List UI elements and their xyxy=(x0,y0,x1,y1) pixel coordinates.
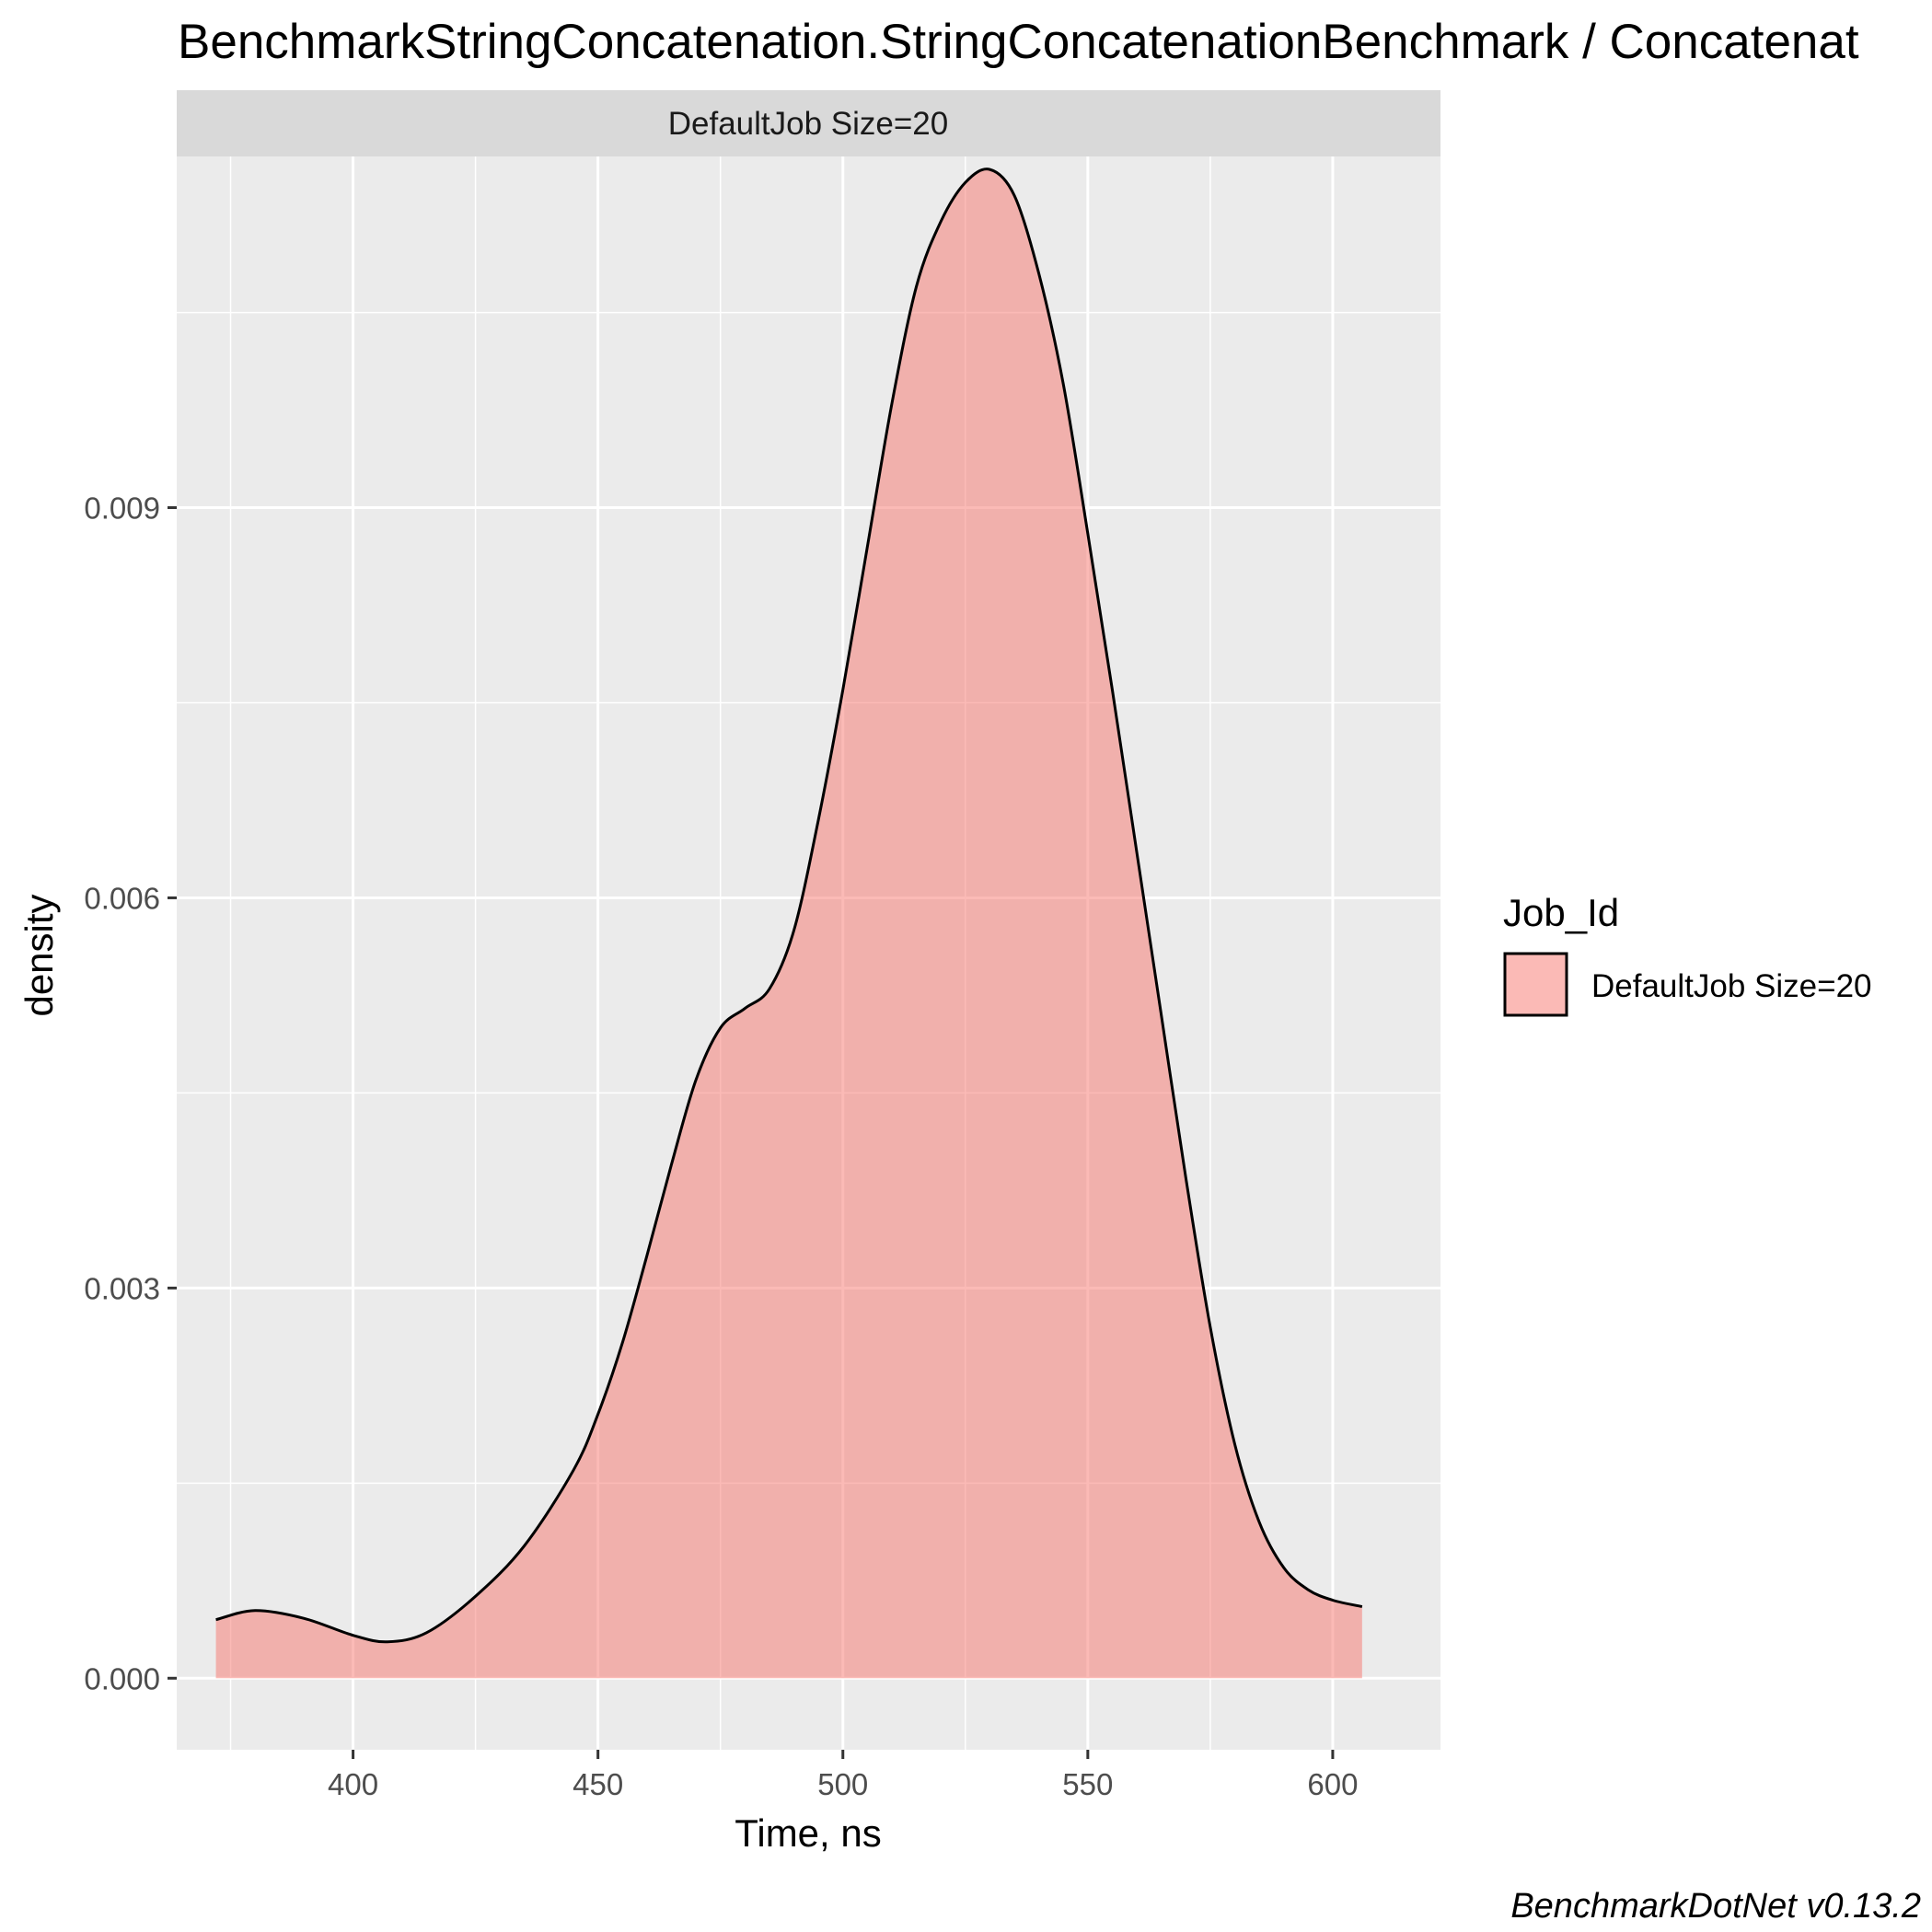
y-tick-label: 0.006 xyxy=(84,881,160,915)
x-axis-title: Time, ns xyxy=(735,1811,881,1855)
facet-strip xyxy=(177,90,1440,156)
legend-key-swatch xyxy=(1503,952,1568,1017)
y-axis: 0.000 0.003 0.006 0.009 xyxy=(84,492,177,1695)
x-axis: 400 450 500 550 600 xyxy=(328,1750,1358,1801)
density-area xyxy=(215,168,1362,1679)
x-tick-label: 500 xyxy=(817,1767,868,1801)
legend-title: Job_Id xyxy=(1503,891,1619,934)
legend: Job_Id DefaultJob Size=20 xyxy=(1503,891,1872,1017)
caption: BenchmarkDotNet v0.13.2 xyxy=(1510,1887,1921,1926)
x-tick-label: 450 xyxy=(573,1767,623,1801)
x-tick-label: 400 xyxy=(328,1767,378,1801)
density-line xyxy=(215,168,1363,1644)
chart-title: BenchmarkStringConcatenation.StringConca… xyxy=(178,15,1859,69)
x-tick-label: 600 xyxy=(1307,1767,1358,1801)
facet-label: DefaultJob Size=20 xyxy=(668,106,949,142)
legend-entry-label: DefaultJob Size=20 xyxy=(1591,968,1872,1004)
y-tick-label: 0.009 xyxy=(84,492,160,526)
y-tick-label: 0.000 xyxy=(84,1661,160,1695)
x-tick-label: 550 xyxy=(1062,1767,1113,1801)
y-axis-title: density xyxy=(17,894,61,1016)
y-tick-label: 0.003 xyxy=(84,1271,160,1305)
